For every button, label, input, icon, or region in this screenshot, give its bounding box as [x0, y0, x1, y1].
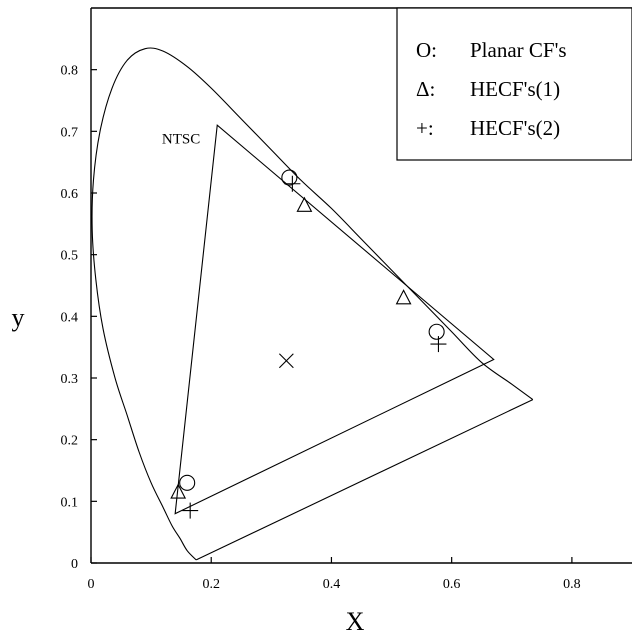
- point-plus-0: [182, 502, 199, 519]
- y-tick-label: 0.7: [61, 125, 79, 140]
- legend-label-triangle: HECF's(1): [470, 77, 560, 101]
- legend: O: Planar CF's Δ: HECF's(1) +: HECF's(2): [396, 7, 632, 161]
- legend-symbol-circle: O:: [416, 38, 437, 62]
- x-tick-label: 0.8: [563, 577, 581, 592]
- axes-layer: 0 0.2 0.4 0.6 0.8 0 0.1 0.2 0.3 0.4 0.5 0.6 0.7 0.8: [61, 7, 632, 592]
- point-triangle-0: [170, 483, 187, 499]
- y-tick-label: 0.2: [61, 434, 79, 449]
- y-tick-label: 0: [71, 557, 78, 572]
- circle-marker-shape: [179, 474, 196, 491]
- y-tick-label: 0.4: [61, 310, 79, 325]
- x-axis-label: X: [346, 607, 365, 636]
- point-plus-1: [284, 175, 301, 192]
- point-circle-1: [281, 169, 298, 186]
- point-circle-0: [179, 474, 196, 491]
- legend-label-plus: HECF's(2): [470, 116, 560, 140]
- y-tick-label: 0.5: [61, 249, 79, 264]
- circle-marker-shape: [428, 323, 445, 340]
- legend-label-circle: Planar CF's: [470, 38, 567, 62]
- y-tick-label: 0.1: [61, 495, 79, 510]
- x-tick-label: 0.2: [202, 577, 220, 592]
- legend-symbol-plus: +:: [416, 116, 434, 140]
- y-axis-label: y: [12, 303, 25, 332]
- ntsc-triangle: [174, 124, 495, 515]
- point-cross-0: [278, 353, 294, 369]
- curves-layer: NTSC: [91, 47, 534, 561]
- point-triangle-2: [395, 289, 412, 305]
- spectral-locus: [91, 47, 534, 561]
- circle-marker-shape: [281, 169, 298, 186]
- x-tick-label: 0: [88, 577, 95, 592]
- markers-layer: [170, 169, 447, 519]
- y-tick-label: 0.6: [61, 187, 79, 202]
- purple-line: [195, 399, 534, 561]
- triangle-marker-shape: [170, 483, 187, 499]
- point-circle-2: [428, 323, 445, 340]
- point-triangle-1: [296, 196, 313, 212]
- x-tick-label: 0.6: [443, 577, 461, 592]
- y-tick-label: 0.3: [61, 372, 79, 387]
- x-tick-label: 0.4: [323, 577, 341, 592]
- y-tick-label: 0.8: [61, 64, 79, 79]
- annotation-0: NTSC: [162, 132, 200, 148]
- triangle-marker-shape: [395, 289, 412, 305]
- cross-marker-b: [278, 353, 294, 369]
- triangle-marker-shape: [296, 196, 313, 212]
- legend-symbol-triangle: Δ:: [416, 77, 435, 101]
- point-plus-2: [430, 336, 447, 353]
- legend-box: [396, 7, 632, 161]
